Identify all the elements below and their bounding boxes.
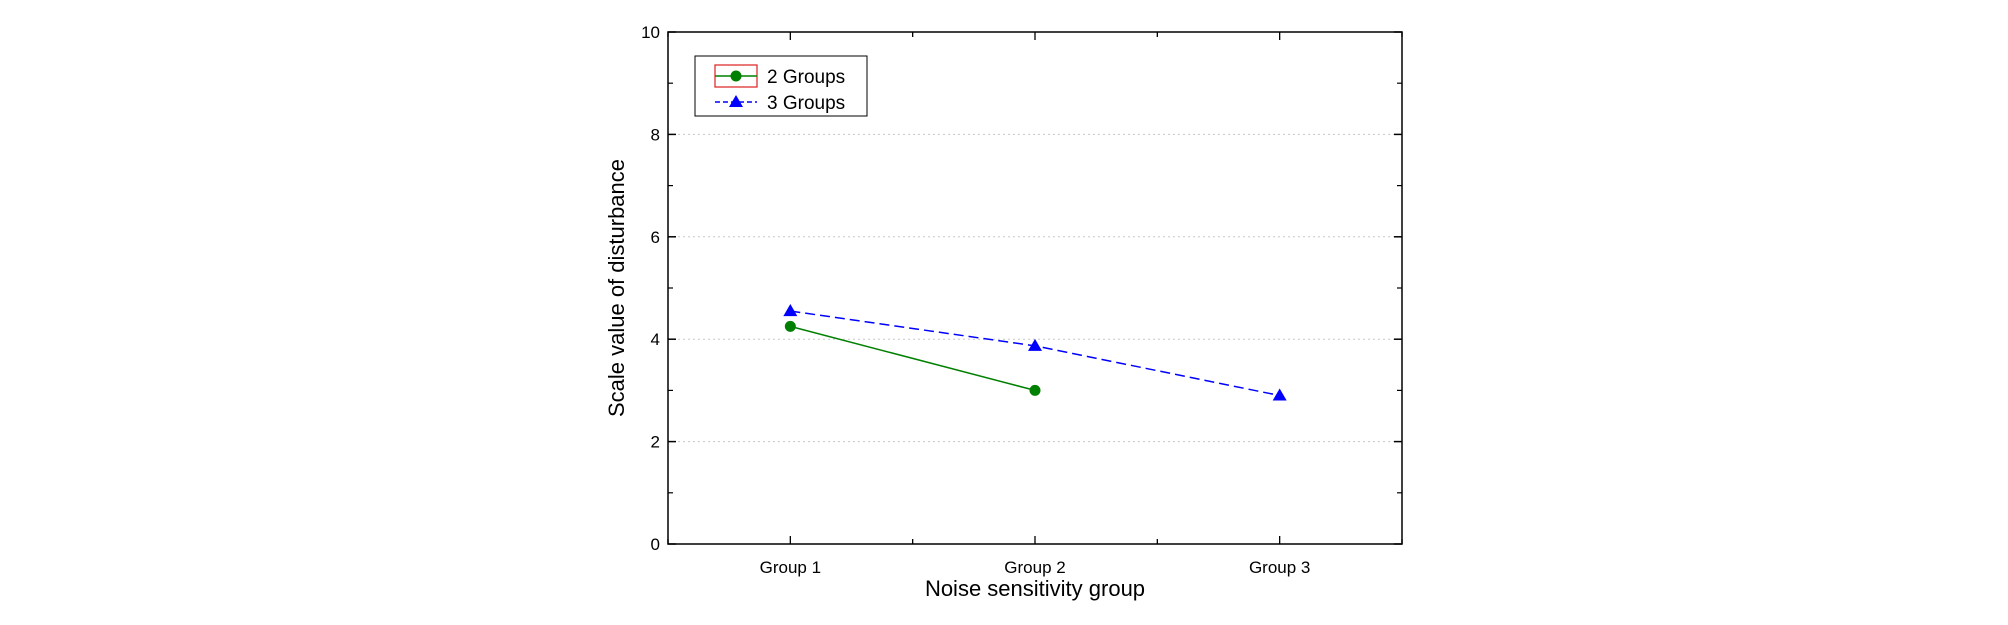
series-layer bbox=[783, 304, 1287, 401]
legend: 2 Groups 3 Groups bbox=[694, 55, 868, 117]
y-tick-label: 8 bbox=[651, 125, 660, 144]
y-tick-label: 2 bbox=[651, 433, 660, 452]
legend-marker bbox=[730, 70, 742, 82]
legend-marker bbox=[729, 95, 743, 108]
data-point bbox=[783, 304, 798, 317]
data-point bbox=[1272, 388, 1287, 401]
data-point bbox=[784, 320, 796, 332]
legend-label: 3 Groups bbox=[767, 93, 845, 114]
x-tick-label: Group 2 bbox=[1004, 558, 1065, 577]
y-tick-label: 0 bbox=[651, 535, 660, 554]
x-tick-label: Group 1 bbox=[760, 558, 821, 577]
legend-box bbox=[694, 55, 868, 117]
series-2 bbox=[783, 304, 1287, 401]
data-point bbox=[1028, 338, 1042, 351]
y-axis-title: Scale value of disturbance bbox=[604, 159, 629, 417]
y-tick-label: 6 bbox=[651, 228, 660, 247]
x-axis-ticks: Group 1 Group 2 Group 3 bbox=[667, 32, 1403, 577]
y-axis-ticks: 0 2 4 6 8 10 bbox=[641, 23, 1402, 554]
y-tick-label: 10 bbox=[641, 23, 660, 42]
data-point bbox=[1029, 384, 1041, 396]
legend-label: 2 Groups bbox=[767, 67, 845, 88]
y-tick-label: 4 bbox=[651, 330, 660, 349]
x-tick-label: Group 3 bbox=[1249, 558, 1310, 577]
series-line bbox=[790, 325, 1036, 392]
x-axis-title: Noise sensitivity group bbox=[925, 576, 1145, 601]
series-1 bbox=[784, 320, 1041, 396]
series-line bbox=[790, 310, 1280, 397]
